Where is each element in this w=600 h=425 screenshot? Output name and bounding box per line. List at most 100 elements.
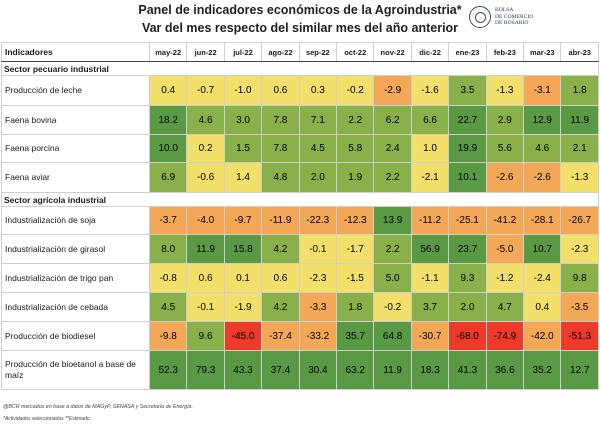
- value-cell: 6.6: [410, 105, 450, 135]
- page-subtitle: Var del mes respecto del similar mes del…: [141, 21, 459, 35]
- value-cell: 18.3: [410, 350, 450, 390]
- value-cell: 5.0: [373, 263, 412, 293]
- column-header-month: may-22: [148, 42, 188, 62]
- value-cell: -2.1: [410, 162, 450, 193]
- column-header-month: feb-23: [485, 42, 525, 62]
- value-cell: 35.2: [523, 350, 562, 390]
- value-cell: -37.4: [261, 321, 300, 351]
- column-header-month: sep-22: [298, 42, 338, 62]
- value-cell: -42.0: [523, 321, 562, 351]
- value-cell: -2.4: [523, 263, 562, 293]
- value-cell: 2.2: [336, 105, 375, 135]
- value-cell: 4.2: [261, 234, 300, 264]
- value-cell: 4.5: [298, 134, 338, 163]
- value-cell: 7.8: [261, 134, 300, 163]
- value-cell: 52.3: [148, 350, 188, 390]
- value-cell: 12.9: [523, 105, 562, 135]
- indicators-table: Indicadores may-22 jun-22 jul-22 ago-22 sep-2…: [1, 42, 599, 390]
- value-cell: 0.3: [298, 75, 338, 106]
- value-cell: 11.9: [560, 105, 599, 135]
- value-cell: 10.0: [148, 134, 188, 163]
- value-cell: -0.1: [298, 234, 338, 264]
- value-cell: 12.7: [560, 350, 599, 390]
- value-cell: 6.2: [373, 105, 412, 135]
- value-cell: 0.6: [261, 263, 300, 293]
- value-cell: 7.8: [261, 105, 300, 135]
- value-cell: 36.6: [485, 350, 525, 390]
- value-cell: 9.8: [560, 263, 599, 293]
- header: Panel de indicadores económicos de la Ag…: [0, 0, 600, 42]
- value-cell: 22.7: [448, 105, 487, 135]
- seal-icon: [469, 6, 491, 28]
- value-cell: -2.3: [560, 234, 599, 264]
- value-cell: 4.6: [523, 134, 562, 163]
- column-header-month: nov-22: [373, 42, 412, 62]
- value-cell: 0.4: [148, 75, 188, 106]
- value-cell: -45.0: [223, 321, 263, 351]
- value-cell: 5.8: [336, 134, 375, 163]
- logo-text: BOLSA DE COMERCIO DE ROSARIO: [495, 7, 534, 27]
- header-row: Indicadores may-22 jun-22 jul-22 ago-22 sep-2…: [1, 42, 599, 62]
- value-cell: -1.3: [560, 162, 599, 193]
- value-cell: 2.0: [298, 162, 338, 193]
- value-cell: 3.0: [223, 105, 263, 135]
- value-cell: -1.1: [410, 263, 450, 293]
- value-cell: -2.6: [523, 162, 562, 193]
- value-cell: 7.1: [298, 105, 338, 135]
- value-cell: -51.3: [560, 321, 599, 351]
- value-cell: 6.9: [148, 162, 188, 193]
- section-title: Sector agrícola industrial: [1, 192, 599, 207]
- value-cell: 41.3: [448, 350, 487, 390]
- indicator-label: Industrialización de soja: [1, 206, 150, 235]
- value-cell: 37.4: [261, 350, 300, 390]
- table-row: Faena bovina 18.2 4.6 3.0 7.8 7.1 2.2 6.2 6.6 22.…: [1, 105, 599, 135]
- value-cell: 56.9: [410, 234, 450, 264]
- value-cell: -1.9: [223, 292, 263, 322]
- value-cell: -68.0: [448, 321, 487, 351]
- value-cell: -0.2: [336, 75, 375, 106]
- value-cell: -30.7: [410, 321, 450, 351]
- value-cell: 1.4: [223, 162, 263, 193]
- value-cell: 2.2: [373, 234, 412, 264]
- value-cell: 0.4: [523, 292, 562, 322]
- indicator-label: Industrialización de girasol: [1, 234, 150, 264]
- table-row: Producción de biodiesel -9.8 9.6 -45.0 -37.4…: [1, 321, 599, 351]
- value-cell: 2.1: [560, 134, 599, 163]
- column-header-month: mar-23: [523, 42, 562, 62]
- value-cell: -11.9: [261, 206, 300, 235]
- value-cell: 0.2: [186, 134, 225, 163]
- value-cell: 4.5: [148, 292, 188, 322]
- value-cell: -1.0: [223, 75, 263, 106]
- value-cell: 2.2: [373, 162, 412, 193]
- value-cell: 11.9: [186, 234, 225, 264]
- value-cell: 19.9: [448, 134, 487, 163]
- value-cell: 43.3: [223, 350, 263, 390]
- section-row: Sector pecuario industrial: [1, 61, 599, 76]
- value-cell: -5.0: [485, 234, 525, 264]
- indicator-label: Faena porcina: [1, 134, 150, 163]
- column-header-month: jun-22: [186, 42, 225, 62]
- value-cell: 1.5: [223, 134, 263, 163]
- value-cell: -1.7: [336, 234, 375, 264]
- value-cell: 11.9: [373, 350, 412, 390]
- value-cell: -2.6: [485, 162, 525, 193]
- value-cell: -22.3: [298, 206, 338, 235]
- value-cell: 10.1: [448, 162, 487, 193]
- value-cell: 1.8: [336, 292, 375, 322]
- value-cell: -3.1: [523, 75, 562, 106]
- value-cell: 15.8: [223, 234, 263, 264]
- value-cell: 4.8: [261, 162, 300, 193]
- page-title: Panel de indicadores económicos de la Ag…: [138, 3, 462, 17]
- source-note: @BCR mercados en base a datos de MAGyP, …: [3, 404, 193, 410]
- value-cell: -3.3: [298, 292, 338, 322]
- value-cell: 1.9: [336, 162, 375, 193]
- value-cell: -0.2: [373, 292, 412, 322]
- value-cell: 0.6: [186, 263, 225, 293]
- value-cell: -28.1: [523, 206, 562, 235]
- value-cell: 4.7: [485, 292, 525, 322]
- value-cell: 9.3: [448, 263, 487, 293]
- column-header-month: dic-22: [410, 42, 450, 62]
- indicator-label: Faena bovina: [1, 105, 150, 135]
- value-cell: -1.6: [410, 75, 450, 106]
- value-cell: 64.8: [373, 321, 412, 351]
